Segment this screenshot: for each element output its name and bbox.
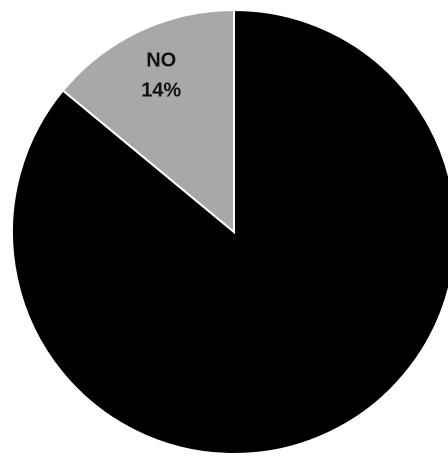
pie-slice [61,8,235,235]
slice-value-label: 14% [141,80,181,102]
slice-category-label: NO [146,50,176,72]
pie-slice [11,8,448,455]
